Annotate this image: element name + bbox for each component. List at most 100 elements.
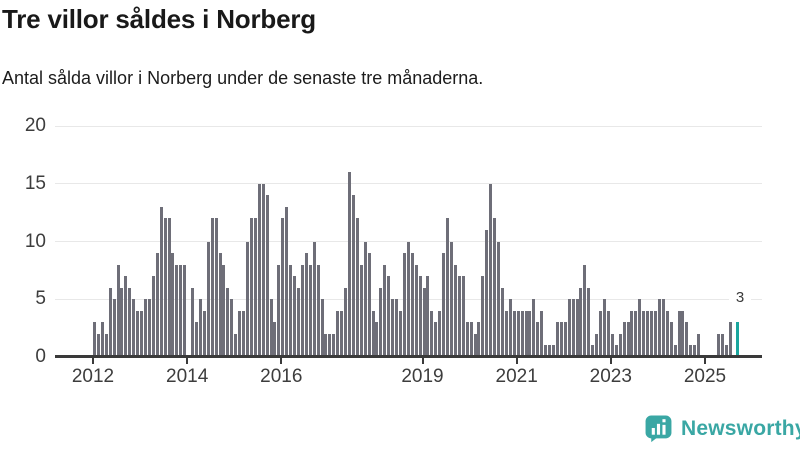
bar [269,299,273,357]
bar [383,264,387,357]
bar [96,333,100,357]
x-axis-tick [280,358,283,364]
bar [434,322,438,357]
bar [540,310,544,357]
bar [104,333,108,357]
bar [249,218,253,357]
newsworthy-logo-icon [645,415,672,443]
bar [124,276,128,357]
bar [230,299,234,357]
bar [716,333,720,357]
bar [324,333,328,357]
y-axis-tick-label: 0 [35,346,46,367]
bar [653,310,657,357]
bar [500,287,504,357]
bar [155,253,159,357]
bar [332,333,336,357]
bar [273,322,277,357]
bar [642,310,646,357]
bar [461,276,465,357]
x-axis-tick [421,358,424,364]
bar-series [55,126,762,357]
x-axis-line [55,355,762,358]
x-axis-tick-label: 2014 [166,366,209,387]
bar [281,218,285,357]
bar [414,264,418,357]
bar [93,322,96,357]
bar [477,322,481,357]
bar [348,172,351,357]
bar [242,310,246,357]
bar [418,276,422,357]
bar [602,299,606,357]
x-axis-tick-label: 2023 [589,366,632,387]
bar [528,310,532,357]
bar [638,299,642,357]
x-axis-tick-label: 2021 [495,366,538,387]
bar [591,345,595,357]
x-axis-tick-label: 2012 [71,366,115,387]
bar [634,310,638,357]
bar [371,310,375,357]
bar [520,310,524,357]
y-axis-tick-label: 20 [24,115,46,136]
y-axis-tick-label: 5 [35,288,46,310]
bar [226,287,230,357]
bar [555,322,559,357]
bar [328,333,332,357]
bar [571,299,575,357]
bar [289,264,293,357]
bar [320,299,324,357]
bar [697,333,701,357]
bar [720,333,724,357]
bar [191,287,195,357]
bar [308,264,312,357]
bar [661,299,665,357]
bar [465,322,469,357]
chart-title: Tre villor såldes i Norberg [2,4,316,34]
bar [285,206,289,357]
bar [261,183,265,357]
x-axis-tick [704,358,706,364]
bar [497,241,501,357]
bar [222,264,226,357]
bar [391,299,395,357]
bar [367,253,371,357]
bar [453,264,457,357]
x-axis-tick [92,358,94,364]
bar [375,322,379,357]
bar [316,264,320,357]
bar [516,310,520,357]
bar [175,264,179,357]
bar [536,322,540,357]
y-axis-tick-label: 10 [24,230,46,252]
bar [512,310,516,357]
bar [551,345,555,357]
bar [728,322,732,357]
bar [395,299,399,357]
bar [140,310,144,357]
bar [673,345,677,357]
gridline [55,125,762,127]
bar [257,183,261,357]
bar [657,299,661,357]
bar [402,253,406,357]
bar [606,310,610,357]
bar [147,299,151,357]
highlight-bar [736,322,740,357]
bar [336,310,340,357]
bar [128,287,132,357]
bar [685,322,689,357]
bar [120,287,124,357]
newsworthy-logo-text: Newsworthy [681,416,800,440]
bar [481,276,485,357]
bar [724,345,728,357]
bar [575,299,579,357]
bar [548,345,552,357]
bar [238,310,242,357]
newsworthy-logo: Newsworthy [644,414,800,443]
bar [167,218,171,357]
bar [234,333,238,357]
bar [595,333,599,357]
